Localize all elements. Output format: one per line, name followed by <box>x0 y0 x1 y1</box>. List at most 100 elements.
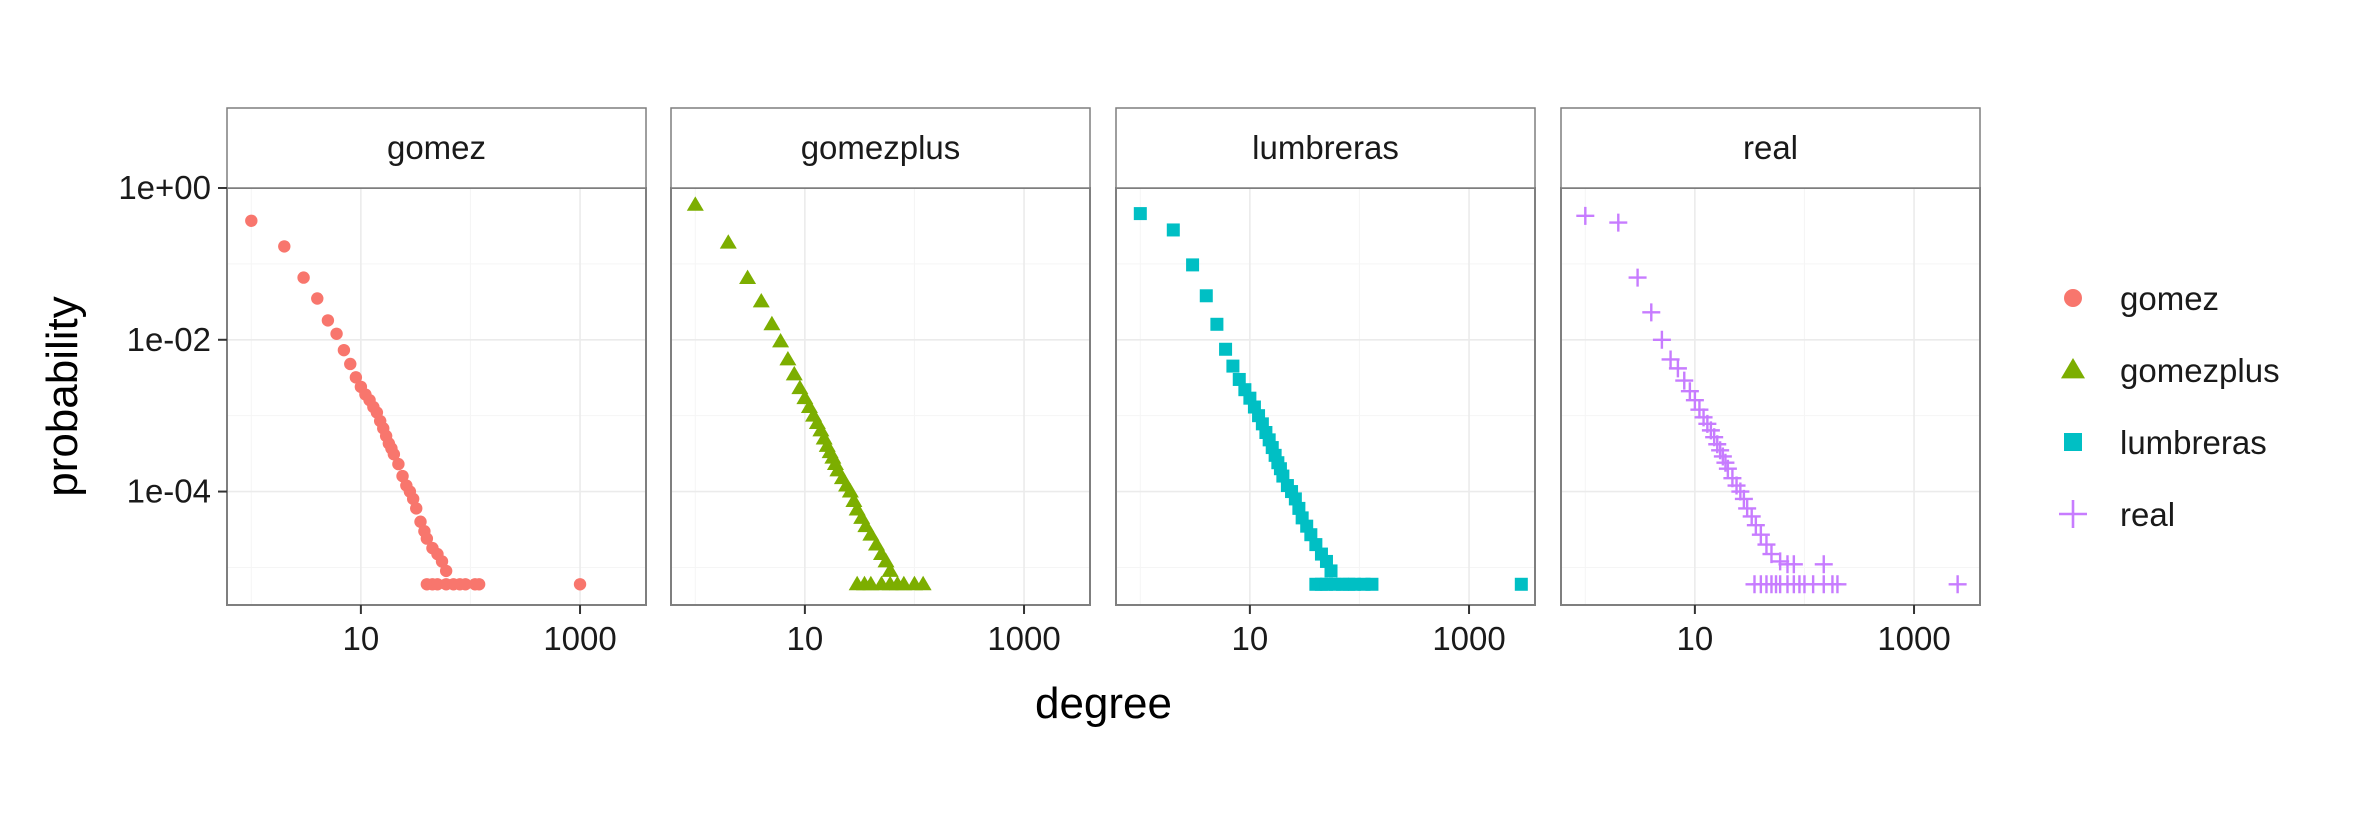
data-point <box>420 532 434 545</box>
data-point <box>245 214 258 227</box>
data-point <box>349 371 363 384</box>
data-point <box>1199 289 1213 303</box>
x-tick-label: 10 <box>1677 620 1714 657</box>
x-tick-label: 1000 <box>1432 620 1505 657</box>
data-point <box>914 575 932 591</box>
data-point <box>321 314 335 327</box>
data-point <box>1731 482 1750 501</box>
data-point <box>1948 575 1967 594</box>
facet-strip <box>670 107 1091 189</box>
data-point <box>719 234 737 249</box>
legend-key <box>2061 358 2085 379</box>
data-point <box>763 315 781 331</box>
legend-item-real: real <box>2059 496 2175 533</box>
data-point <box>1609 213 1628 232</box>
panel-background <box>1561 188 1980 605</box>
data-point <box>1133 207 1147 221</box>
panel-background <box>671 188 1090 605</box>
data-point <box>1814 555 1833 574</box>
data-point <box>297 271 310 284</box>
data-point <box>1771 552 1790 571</box>
facet-strip-label: gomez <box>387 129 486 166</box>
data-point <box>435 555 449 568</box>
data-point <box>1738 499 1757 518</box>
legend-item-lumbreras: lumbreras <box>2064 424 2267 461</box>
facet-strip <box>1560 107 1981 189</box>
y-tick-label: 1e-02 <box>127 321 211 358</box>
y-axis-title: probability <box>38 296 87 497</box>
x-tick-label: 1000 <box>987 620 1060 657</box>
data-point <box>862 526 880 541</box>
data-point <box>1668 359 1687 378</box>
data-point <box>1514 577 1528 591</box>
data-point <box>1784 555 1803 574</box>
facet-panel-gomezplus: gomezplus 10 1000 <box>670 107 1091 657</box>
data-point <box>1226 359 1240 373</box>
legend-key <box>2059 500 2087 528</box>
x-tick-label: 10 <box>343 620 380 657</box>
x-tick-label: 1000 <box>1877 620 1950 657</box>
x-tick-label: 10 <box>787 620 824 657</box>
data-point <box>439 564 453 578</box>
data-point <box>1576 206 1595 225</box>
data-point <box>752 292 770 308</box>
data-point <box>410 502 423 515</box>
y-tick-label: 1e+00 <box>118 169 211 206</box>
data-point <box>1304 528 1318 542</box>
data-point <box>1628 268 1647 287</box>
facet-strip-label: real <box>1743 129 1798 166</box>
x-tick-label: 1000 <box>543 620 616 657</box>
data-point <box>472 578 486 591</box>
legend-label: gomez <box>2120 280 2219 317</box>
legend-key <box>2064 433 2082 451</box>
data-point <box>1324 564 1338 578</box>
data-point <box>337 343 351 357</box>
facet-strip-label: lumbreras <box>1252 129 1399 166</box>
data-point <box>278 240 291 253</box>
data-point <box>1219 342 1233 356</box>
data-point <box>1232 372 1246 386</box>
panel-background <box>1116 188 1535 605</box>
data-point <box>311 292 324 305</box>
data-point <box>459 578 472 591</box>
data-point <box>1661 350 1680 369</box>
data-point <box>1186 258 1200 272</box>
data-point <box>1746 516 1765 535</box>
data-point <box>1365 577 1379 591</box>
data-point <box>1828 575 1847 594</box>
facet-strip-label: gomezplus <box>801 129 961 166</box>
data-point <box>387 448 401 461</box>
data-point <box>1757 535 1776 554</box>
data-point <box>785 365 803 381</box>
legend: gomez gomezplus lumbreras real <box>2059 280 2280 533</box>
data-point <box>686 196 704 211</box>
legend-label: lumbreras <box>2120 424 2267 461</box>
data-point <box>573 578 587 591</box>
data-point <box>1690 400 1709 419</box>
legend-label: gomezplus <box>2120 352 2280 389</box>
facet-strip <box>226 107 647 189</box>
data-point <box>1742 507 1761 526</box>
data-point <box>1652 330 1671 349</box>
facet-panel-lumbreras: lumbreras 10 1000 <box>1115 107 1536 657</box>
facet-panel-gomez: gomez 10 1000 <box>226 107 647 657</box>
data-point <box>396 469 409 483</box>
data-point <box>772 332 790 348</box>
data-point <box>431 578 444 591</box>
legend-item-gomez: gomez <box>2064 280 2219 317</box>
data-point <box>330 327 343 340</box>
data-point <box>1166 223 1180 237</box>
data-point <box>1675 371 1694 390</box>
data-point <box>1751 525 1770 544</box>
legend-item-gomezplus: gomezplus <box>2061 352 2280 389</box>
data-point <box>779 350 797 366</box>
panel-background <box>227 188 646 605</box>
data-point <box>406 492 420 506</box>
facet-strip <box>1115 107 1536 189</box>
x-axis-title: degree <box>1035 679 1172 728</box>
legend-key <box>2064 289 2082 307</box>
data-point <box>1642 303 1661 322</box>
data-point <box>1718 459 1737 478</box>
